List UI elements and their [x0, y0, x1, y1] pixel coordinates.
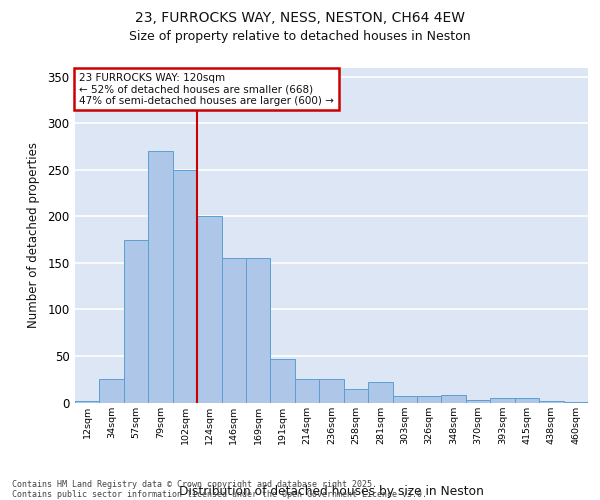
Text: Size of property relative to detached houses in Neston: Size of property relative to detached ho… [129, 30, 471, 43]
Text: Contains HM Land Registry data © Crown copyright and database right 2025.
Contai: Contains HM Land Registry data © Crown c… [12, 480, 427, 499]
Y-axis label: Number of detached properties: Number of detached properties [27, 142, 40, 328]
Bar [295, 379, 319, 402]
Bar [75, 400, 100, 402]
Bar [148, 151, 173, 403]
Bar [124, 240, 148, 402]
Bar [539, 400, 563, 402]
Bar [515, 398, 539, 402]
Bar [221, 258, 246, 402]
X-axis label: Distribution of detached houses by size in Neston: Distribution of detached houses by size … [179, 486, 484, 498]
Bar [100, 379, 124, 402]
Text: 23, FURROCKS WAY, NESS, NESTON, CH64 4EW: 23, FURROCKS WAY, NESS, NESTON, CH64 4EW [135, 11, 465, 25]
Bar [197, 216, 221, 402]
Bar [417, 396, 442, 402]
Bar [368, 382, 392, 402]
Bar [271, 359, 295, 403]
Bar [344, 388, 368, 402]
Bar [442, 395, 466, 402]
Bar [392, 396, 417, 402]
Bar [466, 400, 490, 402]
Bar [490, 398, 515, 402]
Bar [173, 170, 197, 402]
Bar [246, 258, 271, 402]
Bar [319, 379, 344, 402]
Text: 23 FURROCKS WAY: 120sqm
← 52% of detached houses are smaller (668)
47% of semi-d: 23 FURROCKS WAY: 120sqm ← 52% of detache… [79, 72, 334, 106]
